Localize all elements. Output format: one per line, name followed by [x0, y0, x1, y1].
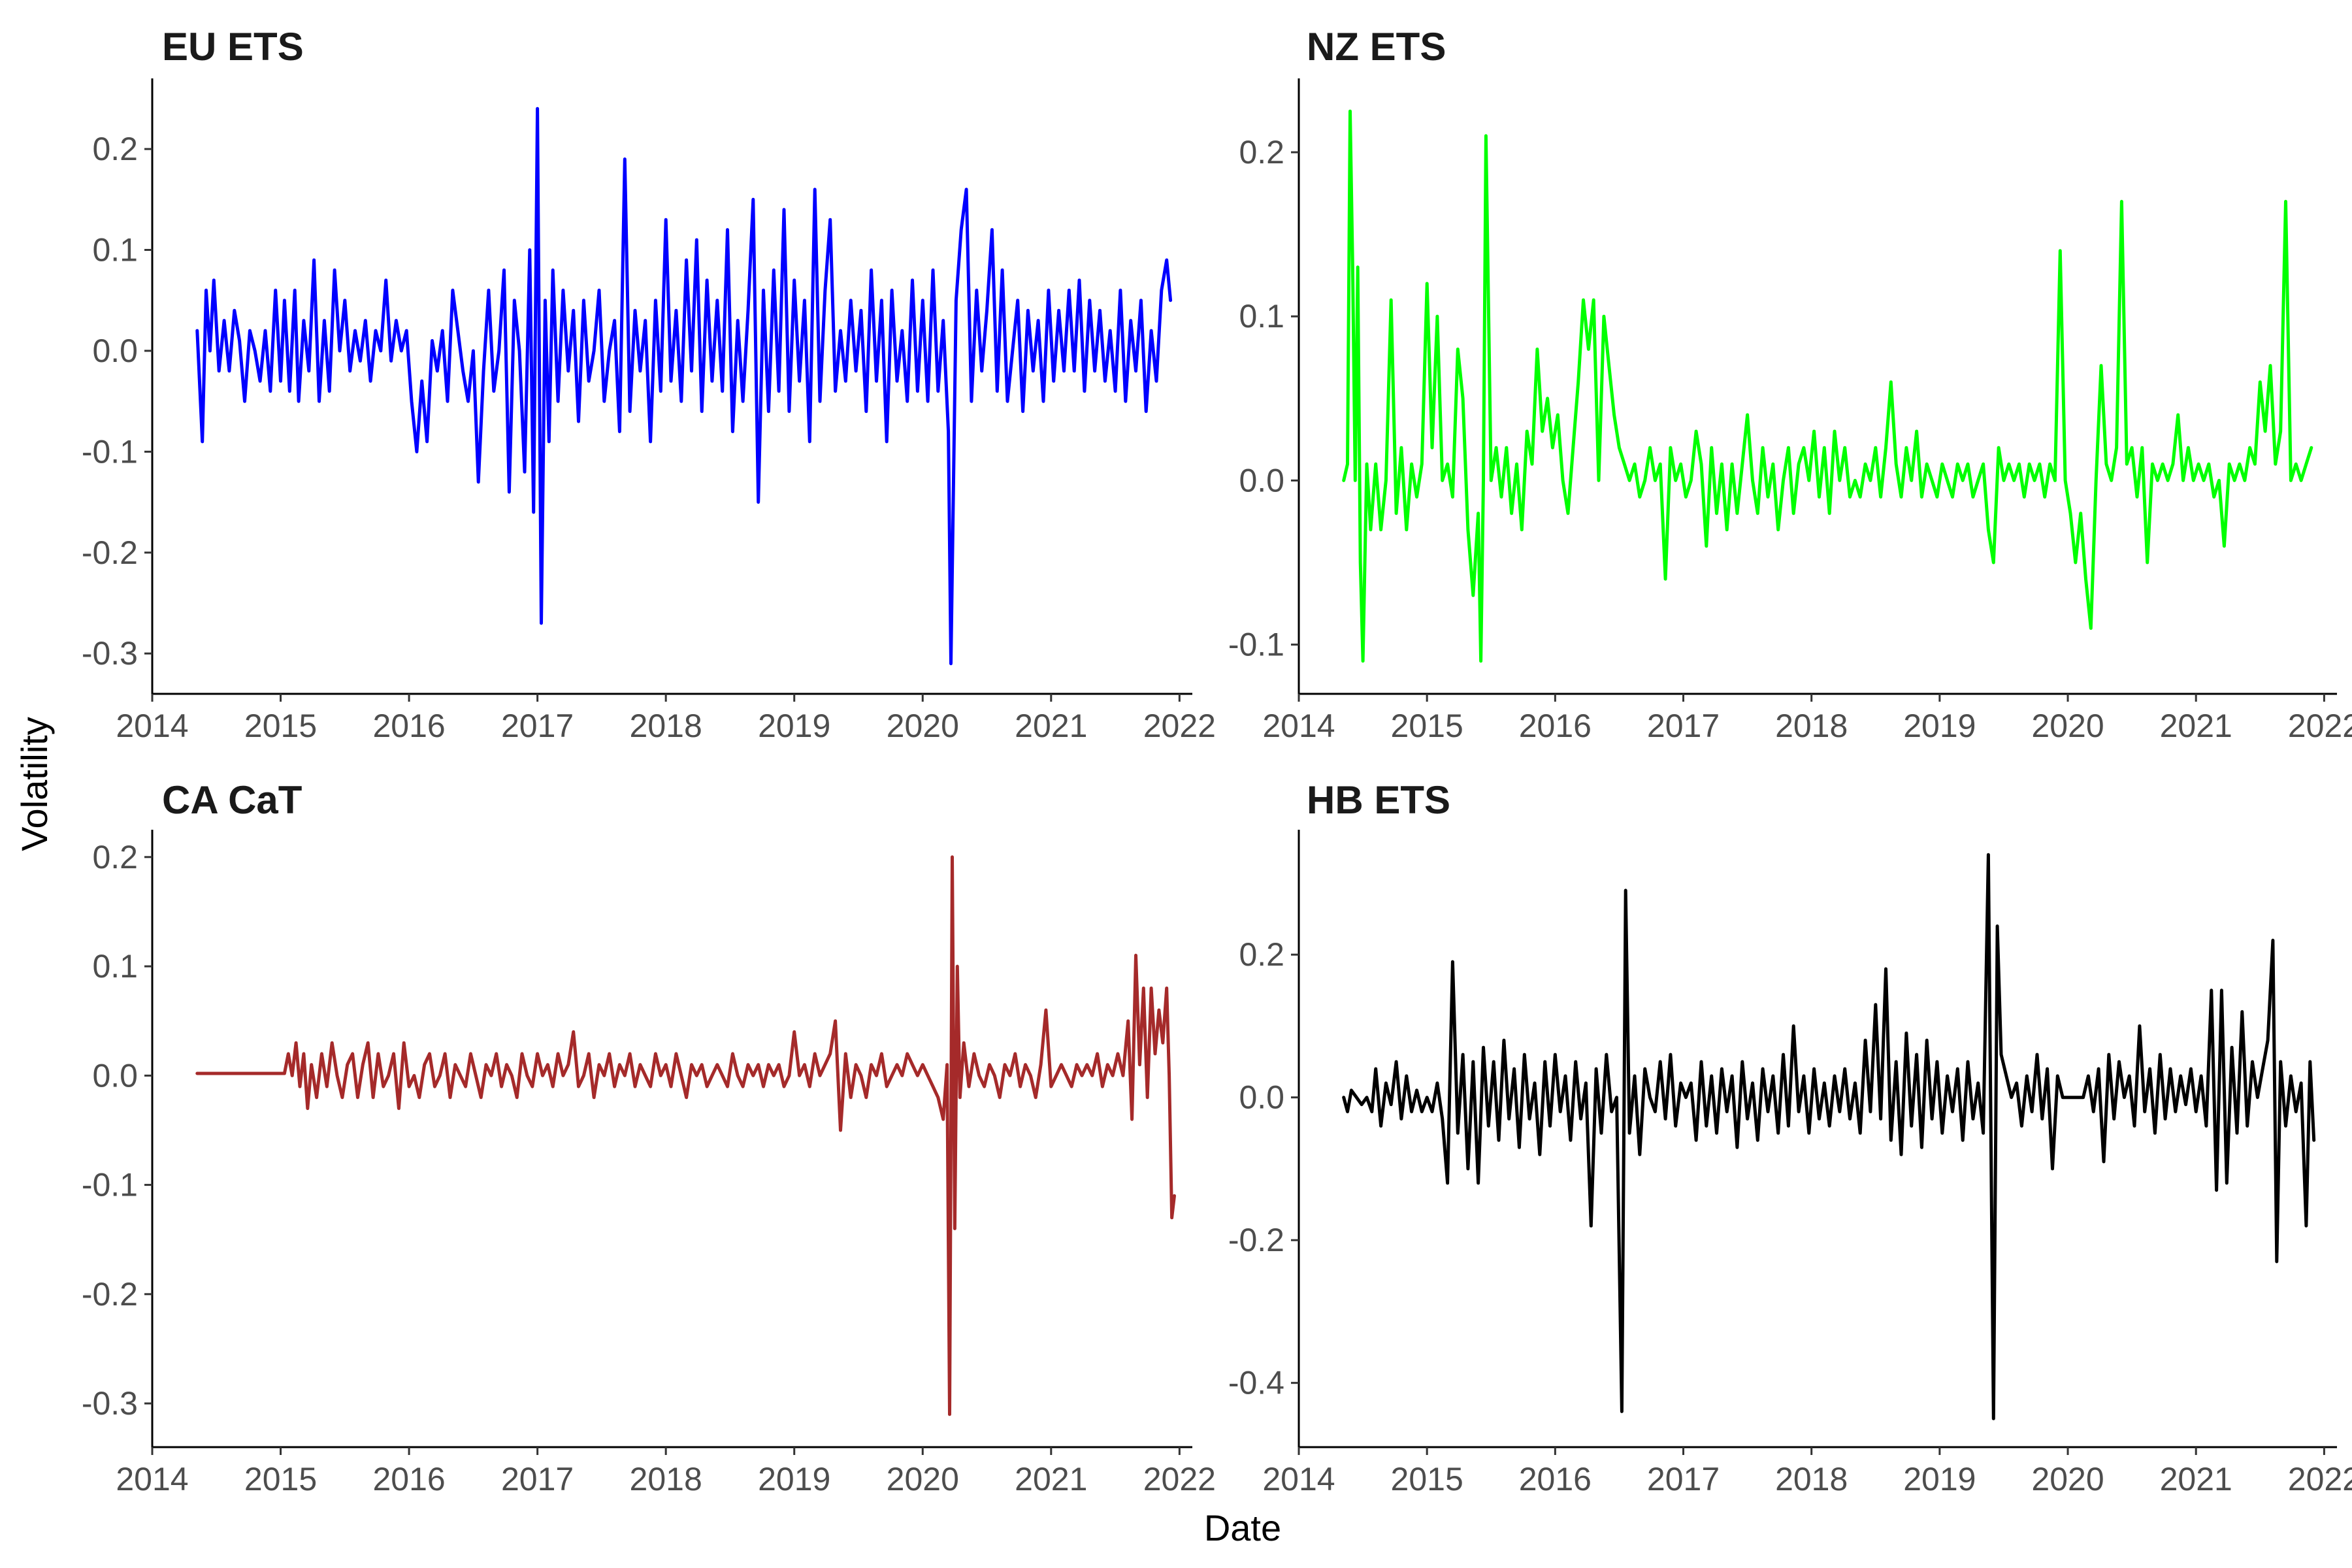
x-tick-label: 2015 [244, 708, 317, 744]
y-tick-label: 0.1 [92, 948, 138, 985]
y-tick-label: -0.2 [82, 534, 138, 571]
x-tick-label: 2014 [116, 708, 188, 744]
y-tick-label: 0.1 [1239, 298, 1284, 335]
x-tick-label: 2017 [1647, 708, 1720, 744]
x-tick-label: 2017 [501, 1461, 574, 1497]
series-line [1342, 109, 2313, 663]
x-tick-label: 2017 [501, 708, 574, 744]
y-tick-label: 0.2 [1239, 936, 1284, 973]
y-tick-label: 0.2 [92, 131, 138, 167]
x-tick-label: 2022 [1143, 708, 1216, 744]
y-tick-label: -0.1 [82, 433, 138, 470]
y-tick-label: 0.0 [1239, 1079, 1284, 1116]
y-tick-label: 0.0 [92, 1057, 138, 1094]
x-tick-label: 2014 [1262, 1461, 1335, 1497]
y-tick-label: 0.2 [92, 839, 138, 875]
panel-nz-ets: NZ ETS 0.2 0.1 0.0 -0.1 2014 2015 2016 2017 2018… [1228, 25, 2352, 744]
panel-title: NZ ETS [1307, 25, 1446, 69]
y-tick-label: -0.2 [82, 1276, 138, 1313]
y-tick-label: -0.3 [82, 1385, 138, 1422]
x-axis-title: Date [1204, 1507, 1281, 1548]
x-tick-label: 2021 [2160, 1461, 2232, 1497]
x-tick-label: 2018 [630, 1461, 702, 1497]
x-tick-label: 2022 [2288, 708, 2352, 744]
x-tick-label: 2015 [1391, 1461, 1463, 1497]
y-tick-label: -0.4 [1228, 1365, 1284, 1401]
y-tick-label: -0.2 [1228, 1222, 1284, 1258]
y-tick-label: 0.1 [92, 232, 138, 269]
x-tick-label: 2018 [630, 708, 702, 744]
x-tick-label: 2020 [2031, 1461, 2104, 1497]
panel-title: CA CaT [162, 778, 302, 822]
x-tick-label: 2019 [758, 1461, 830, 1497]
y-tick-label: -0.3 [82, 635, 138, 672]
x-tick-label: 2019 [1903, 1461, 1976, 1497]
x-tick-label: 2021 [1015, 708, 1087, 744]
x-tick-label: 2015 [1391, 708, 1463, 744]
x-tick-label: 2020 [887, 708, 959, 744]
x-tick-label: 2016 [1519, 708, 1592, 744]
x-tick-label: 2018 [1775, 708, 1848, 744]
series-line [195, 855, 1176, 1416]
x-tick-label: 2015 [244, 1461, 317, 1497]
y-axis-title: Volatility [14, 717, 55, 851]
y-tick-label: 0.0 [92, 333, 138, 369]
y-tick-label: 0.0 [1239, 462, 1284, 498]
panel-eu-ets: EU ETS 0.2 0.1 0.0 -0.1 -0.2 -0.3 2014 2015 2016… [82, 25, 1216, 744]
x-tick-label: 2016 [372, 1461, 445, 1497]
x-tick-label: 2016 [1519, 1461, 1592, 1497]
x-tick-label: 2019 [758, 708, 830, 744]
panel-ca-cat: CA CaT 0.2 0.1 0.0 -0.1 -0.2 -0.3 2014 2015 2016… [82, 778, 1216, 1497]
x-tick-label: 2018 [1775, 1461, 1848, 1497]
x-tick-label: 2019 [1903, 708, 1976, 744]
x-tick-label: 2020 [887, 1461, 959, 1497]
series-line [195, 106, 1173, 666]
x-tick-label: 2014 [116, 1461, 188, 1497]
x-tick-label: 2014 [1262, 708, 1335, 744]
x-tick-label: 2022 [1143, 1461, 1216, 1497]
x-tick-label: 2021 [1015, 1461, 1087, 1497]
x-tick-label: 2017 [1647, 1461, 1720, 1497]
panel-title: EU ETS [162, 25, 304, 69]
series-line [1342, 853, 2316, 1420]
x-tick-label: 2016 [372, 708, 445, 744]
y-tick-label: 0.2 [1239, 134, 1284, 171]
y-tick-label: -0.1 [82, 1167, 138, 1203]
panel-title: HB ETS [1307, 778, 1450, 822]
panel-hb-ets: HB ETS 0.2 0.0 -0.2 -0.4 2014 2015 2016 2017 201… [1228, 778, 2352, 1497]
x-tick-label: 2021 [2160, 708, 2232, 744]
x-tick-label: 2020 [2031, 708, 2104, 744]
y-tick-label: -0.1 [1228, 627, 1284, 663]
x-tick-label: 2022 [2288, 1461, 2352, 1497]
